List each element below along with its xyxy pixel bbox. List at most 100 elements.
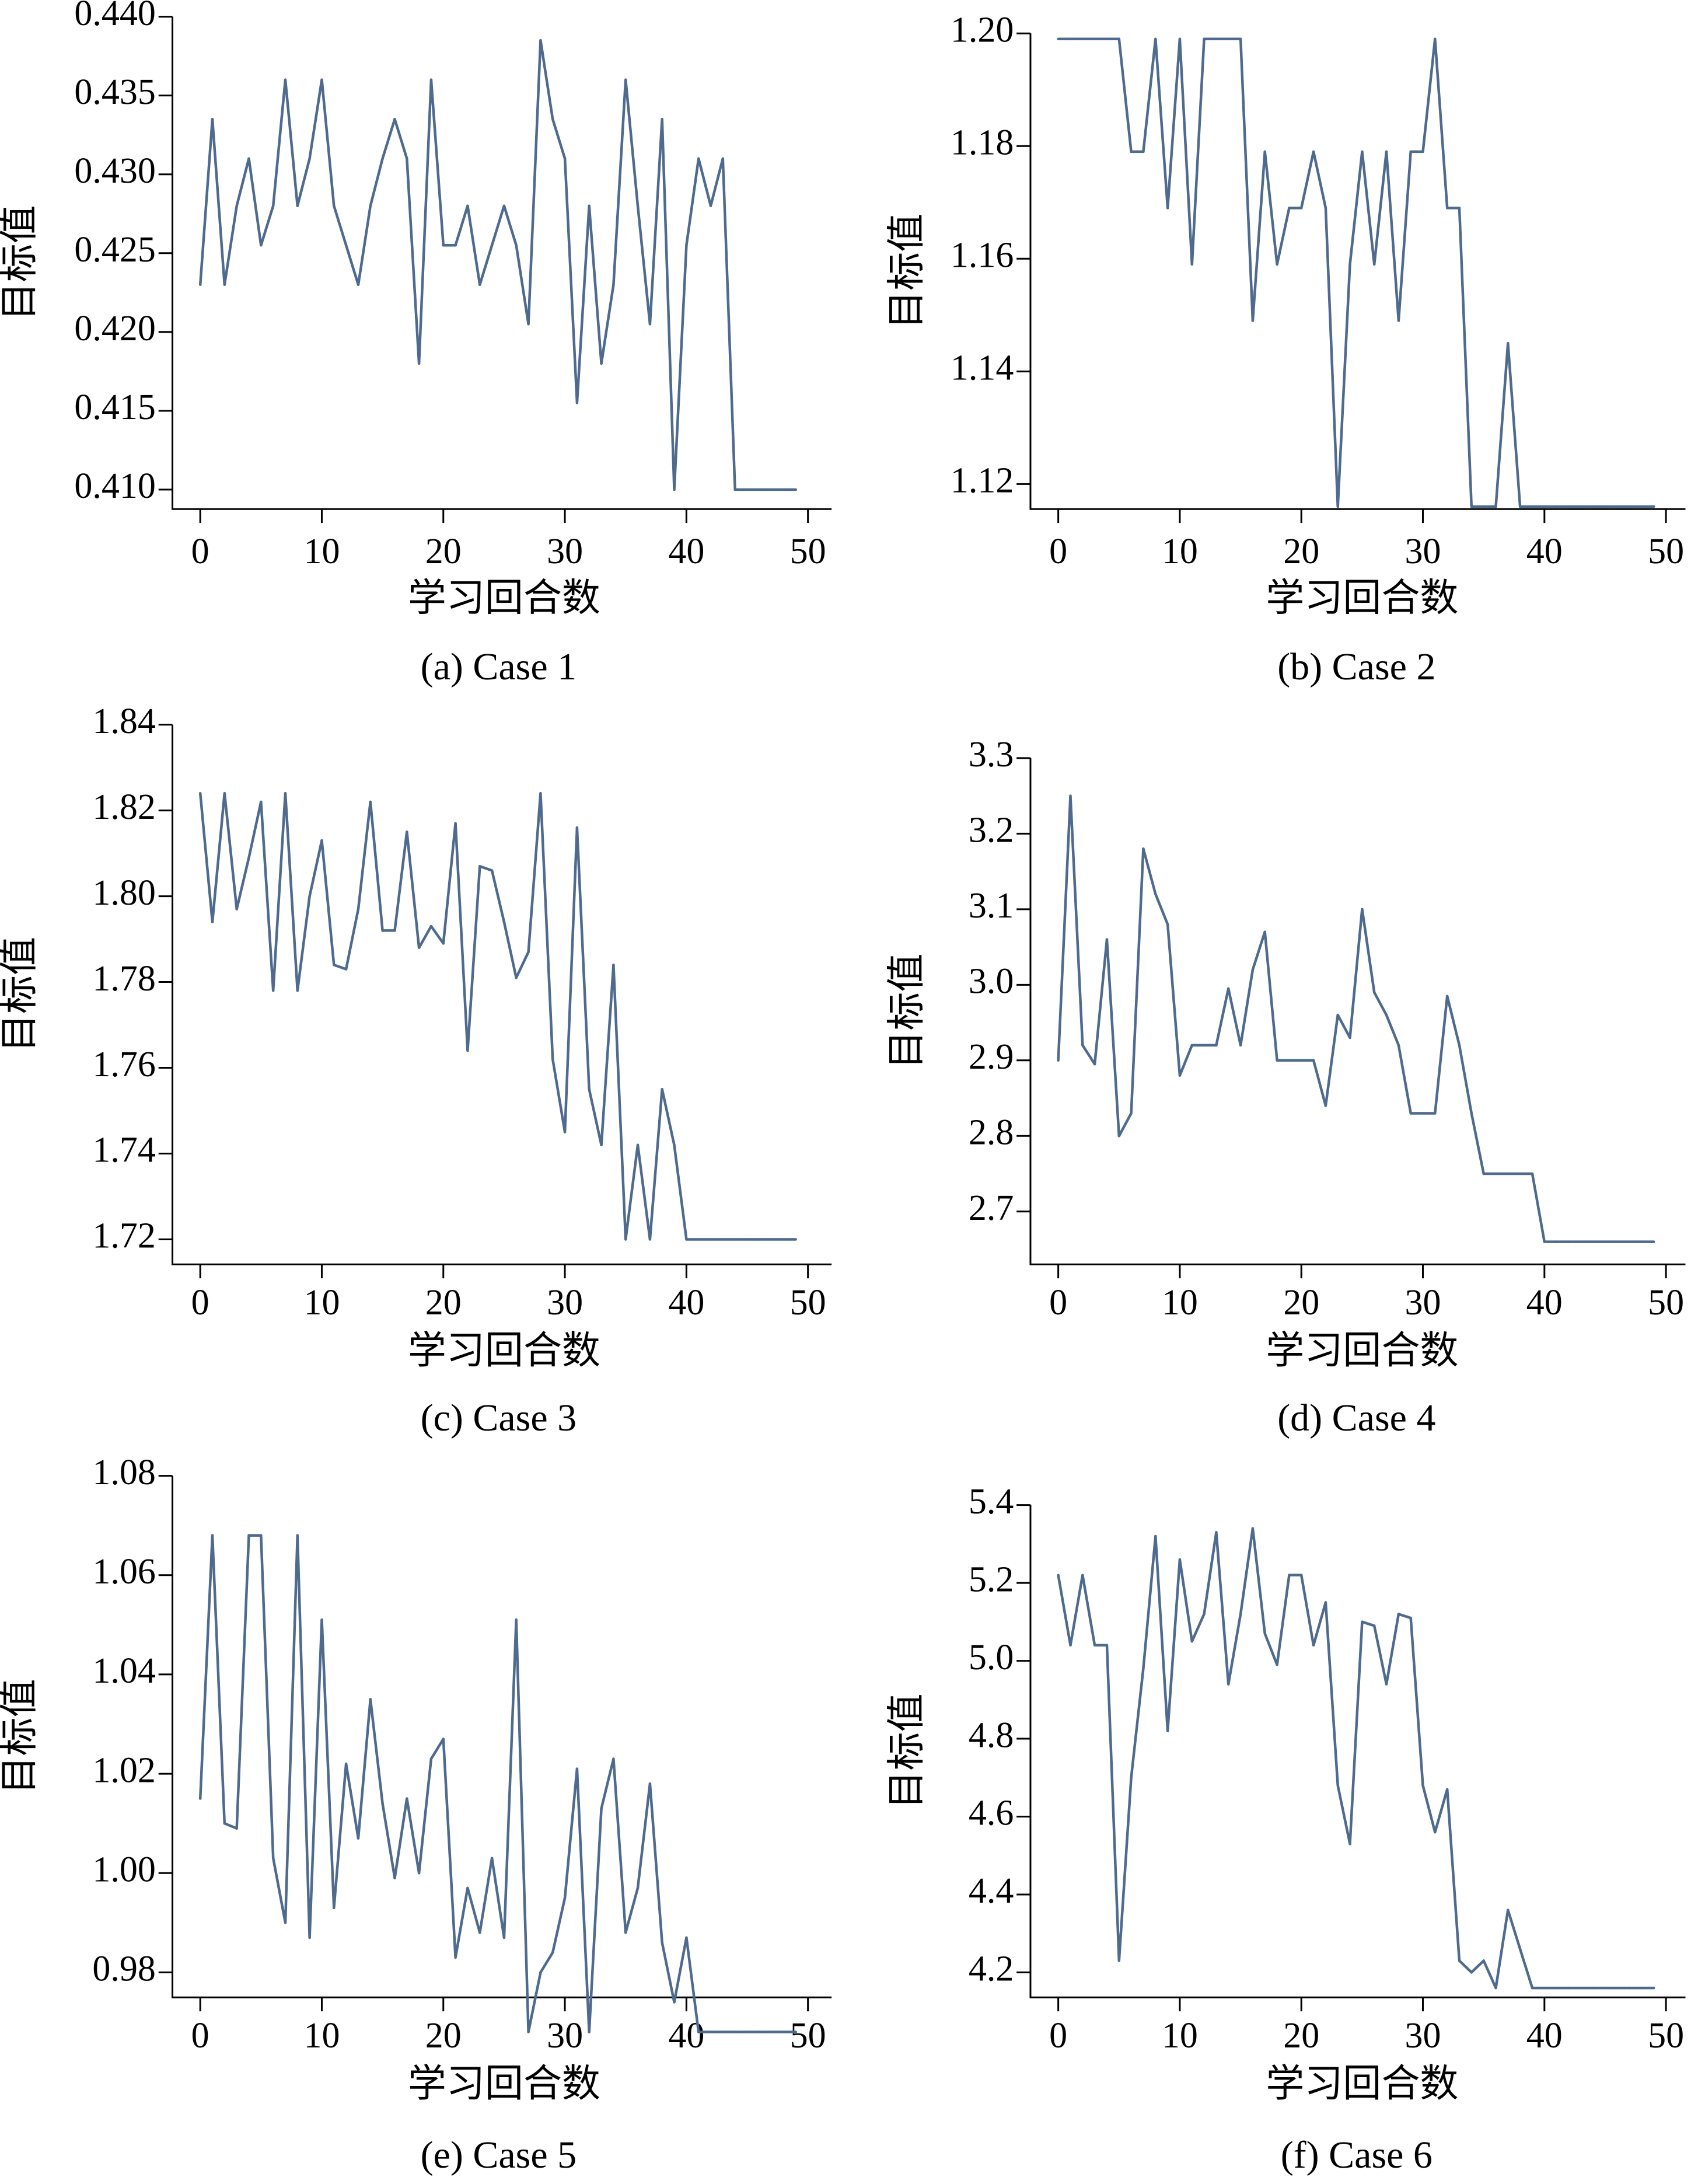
x-tick-label: 10 — [303, 2016, 340, 2056]
data-point — [1057, 37, 1060, 41]
data-point — [1458, 1044, 1461, 1047]
data-point — [1324, 1104, 1327, 1107]
data-point — [1628, 1240, 1631, 1243]
data-point — [1215, 37, 1218, 41]
data-point — [1543, 1240, 1546, 1243]
data-point — [770, 2031, 773, 2033]
data-point — [1409, 1616, 1412, 1620]
x-tick-label: 40 — [668, 2016, 704, 2056]
data-point — [1227, 37, 1230, 41]
data-point — [721, 1238, 725, 1241]
data-point — [539, 39, 542, 42]
y-tick-label: 4.4 — [969, 1871, 1014, 1911]
data-point — [1105, 1644, 1109, 1647]
panel-caption: (c) Case 3 — [421, 1397, 577, 1439]
data-point — [1215, 1044, 1218, 1047]
data-point — [1567, 505, 1570, 508]
data-point — [1421, 1784, 1424, 1787]
data-point — [490, 1857, 494, 1859]
data-point — [1458, 1959, 1461, 1962]
data-point — [502, 920, 506, 923]
data-point — [223, 792, 226, 795]
panel-caption: (a) Case 1 — [421, 646, 577, 688]
data-point — [1434, 37, 1437, 41]
x-tick-label: 30 — [1405, 1283, 1441, 1323]
y-tick-label: 1.78 — [92, 959, 156, 999]
x-tick-label: 40 — [668, 532, 704, 571]
y-tick-label: 1.20 — [951, 10, 1014, 50]
data-point — [442, 1738, 445, 1740]
data-point — [1117, 1959, 1120, 1962]
data-point — [417, 362, 421, 365]
data-point — [1276, 263, 1278, 266]
x-tick-label: 50 — [790, 1283, 826, 1323]
series-line — [198, 39, 796, 491]
x-axis-title: 学习回合数 — [408, 575, 600, 620]
data-point — [198, 792, 202, 795]
data-point — [1567, 1240, 1570, 1243]
data-point — [721, 2031, 725, 2033]
chart-panel-d: 0 10 20 30 40 50 2.7 2.8 2.9 3.0 3.1 3.2 3.3 学习回合数 目标值… — [884, 735, 1686, 1439]
x-tick-label: 20 — [1283, 1283, 1319, 1323]
data-point — [1178, 1558, 1182, 1561]
data-point — [1555, 1240, 1558, 1243]
axis-spines — [1029, 1505, 1686, 1998]
data-point — [782, 488, 785, 491]
data-point — [429, 78, 433, 81]
data-point — [1616, 505, 1619, 508]
chart-panel-c: 0 10 20 30 40 50 1.72 1.74 1.76 1.78 1.80 1.82 1.84 学… — [0, 702, 832, 1439]
y-tick-label: 1.00 — [92, 1850, 156, 1889]
data-point — [1409, 150, 1412, 153]
x-tick-label: 50 — [1648, 532, 1684, 571]
data-point — [1057, 1059, 1060, 1062]
data-point — [527, 950, 530, 954]
data-point — [1190, 1044, 1193, 1047]
data-point — [1324, 1601, 1327, 1604]
panel-caption: (e) Case 5 — [421, 2134, 577, 2176]
data-point — [661, 117, 663, 121]
y-tick-label: 0.435 — [74, 72, 156, 112]
x-tick-label: 50 — [1648, 2016, 1684, 2056]
x-tick-label: 0 — [1049, 1283, 1067, 1323]
data-point — [1652, 505, 1655, 508]
data-point — [1190, 263, 1193, 266]
data-point — [393, 1876, 396, 1879]
data-point — [1300, 1059, 1303, 1062]
data-point — [1397, 1613, 1400, 1616]
data-point — [211, 920, 214, 923]
x-tick-label: 50 — [790, 532, 826, 571]
y-tick-label: 2.9 — [969, 1037, 1014, 1077]
data-point — [308, 157, 311, 160]
data-point — [1372, 263, 1376, 266]
data-point — [417, 1872, 421, 1875]
y-tick-label: 3.2 — [969, 811, 1014, 850]
data-point — [333, 1906, 336, 1910]
x-tick-label: 0 — [191, 532, 209, 571]
data-point — [1640, 1240, 1643, 1243]
data-point — [1166, 1729, 1169, 1732]
x-tick-label: 10 — [1162, 532, 1198, 571]
data-point — [357, 908, 360, 910]
data-point — [1470, 505, 1473, 508]
y-tick-label: 5.0 — [969, 1638, 1014, 1677]
x-tick-label: 0 — [191, 1283, 209, 1323]
data-point — [333, 204, 336, 207]
data-point — [406, 831, 408, 833]
data-point — [1531, 505, 1534, 508]
data-point — [466, 204, 469, 207]
data-point — [551, 117, 554, 121]
data-point — [1652, 1986, 1655, 1990]
data-point — [1336, 1784, 1339, 1787]
data-point — [1203, 37, 1206, 41]
data-point — [1385, 1013, 1388, 1017]
data-point — [1348, 1843, 1351, 1845]
data-point — [1081, 1044, 1084, 1047]
data-point — [296, 989, 299, 992]
data-point — [1348, 1036, 1351, 1039]
data-point — [1591, 1986, 1595, 1990]
data-point — [490, 869, 494, 872]
data-point — [1288, 1059, 1291, 1062]
data-point — [636, 204, 640, 207]
data-point — [588, 204, 591, 207]
